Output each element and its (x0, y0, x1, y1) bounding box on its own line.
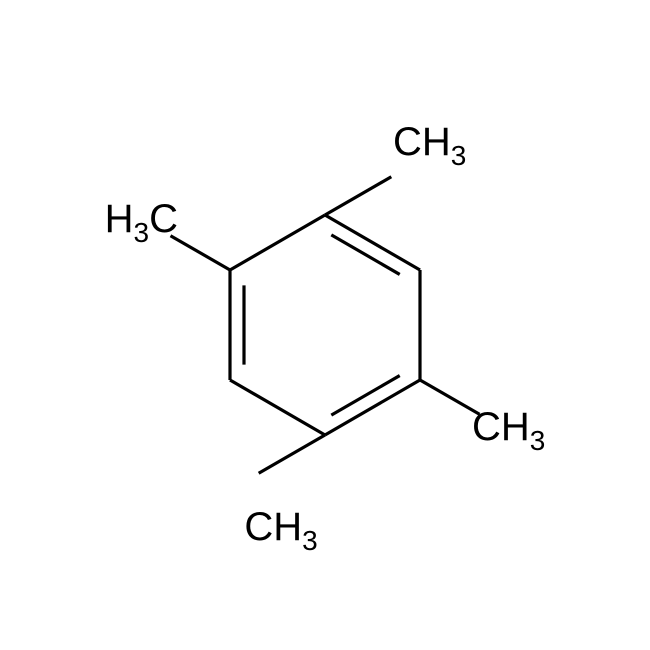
substituent-label: H3C (105, 197, 178, 248)
bond (325, 380, 420, 435)
substituent-label: CH3 (393, 120, 466, 171)
bond (331, 235, 399, 275)
bond (325, 215, 420, 270)
bond (259, 435, 325, 473)
molecule-diagram: CH3 H3C CH3 CH3 (0, 0, 650, 650)
bond (325, 177, 391, 215)
bond (331, 376, 399, 416)
substituent-label: CH3 (472, 405, 545, 456)
substituent-label: CH3 (244, 505, 317, 556)
bond (171, 236, 231, 270)
bond (420, 380, 480, 414)
bond (230, 380, 325, 435)
bond (230, 215, 325, 270)
